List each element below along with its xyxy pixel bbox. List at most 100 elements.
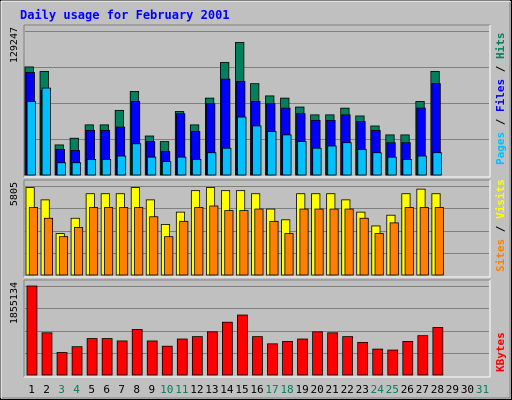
x-tick-label: 14 — [220, 383, 234, 396]
x-tick-label: 28 — [431, 383, 444, 396]
bar-pages — [327, 145, 337, 176]
x-tick-label: 23 — [356, 383, 369, 396]
legends: Pages / Files / Hits Sites / Visits KBytes — [494, 33, 507, 373]
bar-sites — [58, 236, 69, 276]
x-tick-label: 21 — [326, 383, 339, 396]
x-tick-label: 12 — [190, 383, 203, 396]
bar-kbytes — [131, 329, 143, 376]
bar-pages — [101, 159, 112, 176]
bar-sites — [359, 217, 369, 276]
bar-sites — [269, 220, 279, 276]
bar-pages — [161, 161, 172, 176]
bar-sites — [404, 207, 414, 276]
bar-pages — [146, 156, 157, 176]
bar-pages — [372, 152, 382, 176]
bar-kbytes — [312, 331, 323, 376]
legend-entry: KBytes — [494, 332, 507, 372]
bar-kbytes — [206, 331, 218, 376]
bar-kbytes — [417, 335, 429, 376]
legend-entry: Pages — [494, 132, 507, 165]
x-tick-label: 29 — [446, 383, 459, 396]
legend-entry: / — [494, 59, 507, 79]
bar-kbytes — [26, 285, 38, 376]
bar-pages — [177, 156, 187, 176]
bar-pages — [267, 131, 277, 176]
bar-kbytes — [402, 341, 414, 376]
bar-sites — [284, 233, 294, 276]
x-axis-tick-labels: 1 2 3 4 5 6 7 8 9 10 11 12 13 14 15 16 17 18 19 20 21 22 23 24 2… — [28, 383, 489, 396]
x-tick-label: 7 — [118, 383, 125, 396]
bar-kbytes — [237, 314, 248, 376]
chart-title: Daily usage for February 2001 — [20, 8, 230, 22]
legend-entry: / — [494, 219, 507, 239]
legend-kbytes: KBytes — [494, 332, 507, 372]
panel-kbytes: 1855134 — [9, 279, 491, 378]
bar-sites — [374, 233, 384, 276]
x-tick-label: 3 — [58, 383, 65, 396]
bar-kbytes — [342, 336, 353, 376]
bar-pages — [86, 159, 97, 176]
bar-sites — [299, 208, 309, 276]
bar-kbytes — [387, 349, 399, 376]
bar-pages — [222, 147, 232, 176]
bar-pages — [282, 134, 292, 176]
bar-pages — [71, 162, 82, 176]
bar-sites — [419, 207, 429, 276]
x-tick-label: 25 — [386, 383, 399, 396]
x-tick-label: 17 — [265, 383, 278, 396]
x-tick-label: 31 — [476, 383, 489, 396]
bar-pages — [207, 152, 217, 176]
bar-pages — [26, 101, 36, 176]
bar-kbytes — [146, 340, 158, 376]
bar-pages — [357, 148, 367, 176]
bar-kbytes — [222, 321, 233, 376]
x-tick-label: 9 — [148, 383, 155, 396]
legend-entry: Sites — [494, 239, 507, 272]
x-tick-label: 19 — [295, 383, 308, 396]
x-tick-label: 4 — [73, 383, 80, 396]
x-tick-label: 11 — [175, 383, 188, 396]
bar-sites — [28, 207, 38, 276]
bar-kbytes — [86, 338, 98, 376]
bar-kbytes — [161, 345, 173, 376]
x-tick-label: 26 — [401, 383, 414, 396]
bar-pages — [192, 159, 202, 176]
legend-entry: Visits — [494, 179, 507, 219]
bar-sites — [389, 222, 399, 276]
x-tick-label: 16 — [250, 383, 263, 396]
panel-hits-files-pages: 129247 — [9, 24, 491, 178]
bar-sites — [179, 220, 189, 276]
bar-kbytes — [267, 343, 278, 376]
bar-kbytes — [116, 340, 128, 376]
bar-sites — [239, 210, 249, 276]
bar-sites — [209, 205, 219, 276]
bar-kbytes — [191, 336, 203, 376]
bar-pages — [56, 162, 66, 176]
bar-sites — [314, 208, 324, 276]
bar-sites — [344, 208, 354, 276]
x-tick-label: 13 — [205, 383, 218, 396]
bar-sites — [89, 207, 99, 276]
bar-pages — [131, 143, 142, 176]
bar-pages — [252, 125, 262, 176]
x-tick-label: 15 — [235, 383, 248, 396]
x-tick-label: 8 — [133, 383, 140, 396]
bar-pages — [432, 152, 442, 176]
y-max-label: 5805 — [9, 182, 20, 206]
bar-kbytes — [176, 338, 188, 376]
bar-kbytes — [327, 332, 338, 376]
bar-sites — [74, 227, 84, 276]
bar-kbytes — [71, 346, 83, 376]
legend-entry: / — [494, 112, 507, 132]
y-max-label: 1855134 — [9, 282, 20, 324]
bar-kbytes — [252, 336, 263, 376]
bar-pages — [297, 141, 307, 176]
bar-pages — [342, 142, 352, 176]
bar-sites — [194, 207, 204, 276]
x-tick-label: 18 — [280, 383, 293, 396]
bar-kbytes — [372, 348, 384, 376]
bar-pages — [312, 147, 322, 176]
x-tick-label: 10 — [160, 383, 173, 396]
legend-sites-visits: Sites / Visits — [494, 179, 507, 272]
